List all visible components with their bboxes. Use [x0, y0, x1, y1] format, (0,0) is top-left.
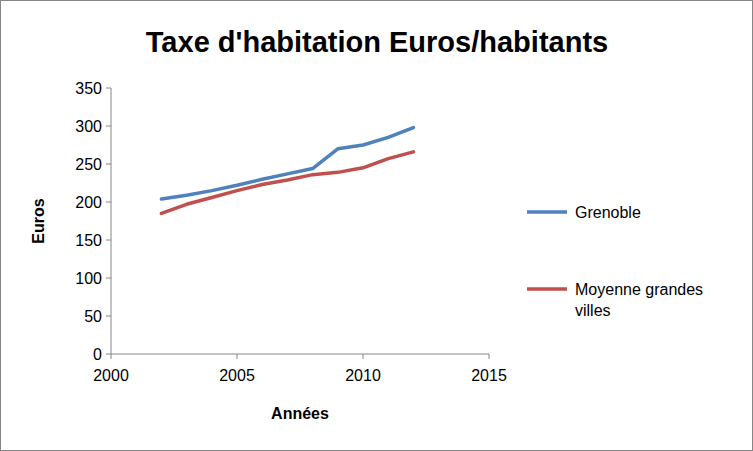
y-tick — [106, 126, 111, 127]
y-tick-label: 200 — [75, 194, 102, 211]
x-tick — [111, 354, 112, 359]
x-tick — [363, 354, 364, 359]
y-tick-label: 350 — [75, 80, 102, 97]
y-tick-label: 300 — [75, 118, 102, 135]
y-tick-label: 100 — [75, 270, 102, 287]
chart: Taxe d'habitation Euros/habitants 0 50 100 1… — [0, 0, 753, 451]
legend-swatch — [527, 287, 567, 291]
x-axis — [111, 354, 489, 355]
y-tick — [106, 278, 111, 279]
line-series — [161, 152, 413, 214]
y-axis-title: Euros — [30, 198, 47, 243]
y-tick — [106, 316, 111, 317]
legend-label: Moyenne grandesvilles — [575, 281, 703, 319]
x-tick-label: 2010 — [345, 367, 381, 384]
chart-border — [1, 1, 753, 451]
x-tick — [489, 354, 490, 359]
y-tick — [106, 88, 111, 89]
y-tick — [106, 202, 111, 203]
y-axis — [111, 88, 112, 354]
x-tick-label: 2000 — [93, 367, 129, 384]
chart-title: Taxe d'habitation Euros/habitants — [146, 26, 608, 58]
x-tick-label: 2005 — [219, 367, 255, 384]
y-tick — [106, 240, 111, 241]
y-tick-label: 0 — [93, 346, 102, 363]
legend-label: Grenoble — [575, 204, 641, 221]
y-tick-label: 150 — [75, 232, 102, 249]
plot-series — [161, 128, 413, 214]
y-tick — [106, 354, 111, 355]
x-tick — [237, 354, 238, 359]
y-tick-label: 50 — [84, 308, 102, 325]
x-axis-title: Années — [271, 405, 329, 422]
y-tick — [106, 164, 111, 165]
x-tick-label: 2015 — [471, 367, 507, 384]
legend-swatch — [527, 210, 567, 214]
y-tick-label: 250 — [75, 156, 102, 173]
